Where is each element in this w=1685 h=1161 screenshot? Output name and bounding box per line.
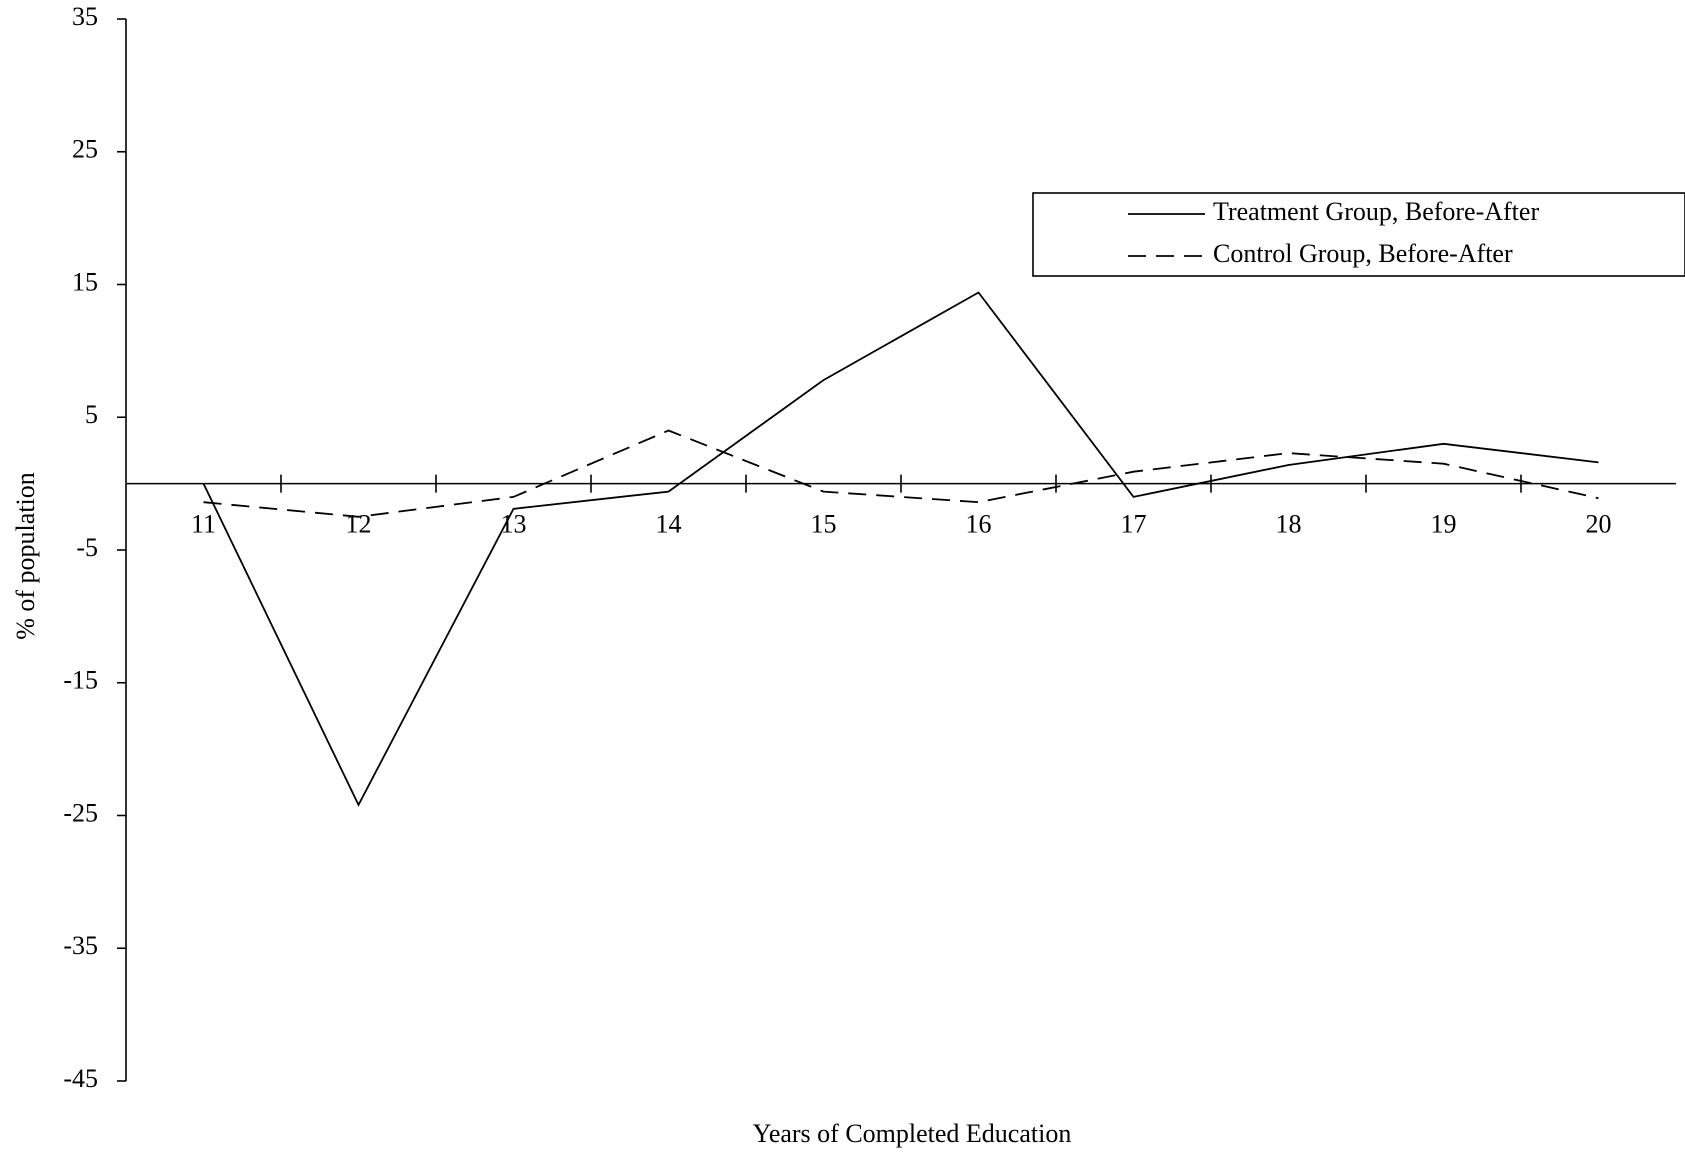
y-tick-label: 15: [72, 267, 98, 296]
x-tick-label: 16: [966, 510, 992, 539]
legend-label: Treatment Group, Before-After: [1213, 197, 1539, 226]
x-tick-label: 19: [1431, 510, 1457, 539]
y-tick-label: -5: [76, 533, 98, 562]
y-tick-label: -45: [63, 1064, 98, 1093]
x-tick-label: 12: [346, 510, 372, 539]
legend-box: [1032, 192, 1685, 277]
y-tick-label: -35: [63, 931, 98, 960]
y-tick-label: 5: [85, 400, 98, 429]
y-tick-label: -15: [63, 666, 98, 695]
x-tick-label: 15: [811, 510, 837, 539]
y-tick-label: -25: [63, 798, 98, 827]
x-tick-label: 14: [656, 510, 682, 539]
x-tick-label: 13: [501, 510, 527, 539]
x-tick-label: 11: [191, 510, 216, 539]
x-tick-label: 17: [1121, 510, 1147, 539]
series-line: [203, 429, 1599, 518]
y-tick-label: 35: [72, 2, 98, 31]
x-axis-label: Years of Completed Education: [753, 1119, 1072, 1148]
legend-label: Control Group, Before-After: [1213, 239, 1513, 268]
x-tick-label: 18: [1276, 510, 1302, 539]
x-tick-label: 20: [1586, 510, 1612, 539]
series-line: [202, 291, 1599, 807]
y-tick-label: 25: [72, 135, 98, 164]
y-axis-label: % of population: [11, 472, 40, 640]
